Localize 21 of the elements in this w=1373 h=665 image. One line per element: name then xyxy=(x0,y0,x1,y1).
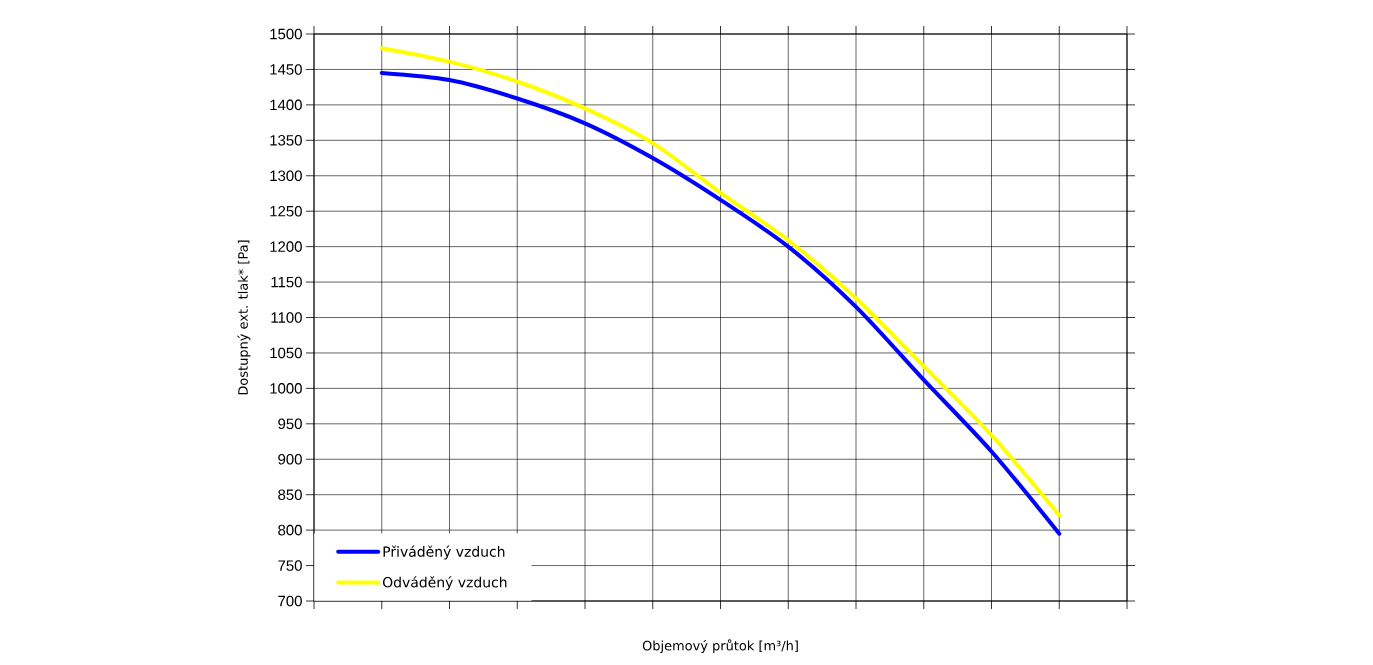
y-tick-label: 1200 xyxy=(270,241,302,252)
y-tick-label: 1000 xyxy=(270,383,302,394)
y-tick-label: 1400 xyxy=(270,99,302,111)
y-tick-label: 950 xyxy=(278,418,302,430)
legend-label: Přiváděný vzduch xyxy=(383,545,505,560)
y-tick-label: 1100 xyxy=(271,312,302,323)
y-tick-label: 1300 xyxy=(270,170,302,182)
y-tick-label: 750 xyxy=(278,560,302,571)
legend-label: Odváděný vzduch xyxy=(382,576,507,591)
y-tick-label: 1450 xyxy=(270,64,302,75)
y-tick-label: 1500 xyxy=(270,28,302,40)
y-tick-label: 1350 xyxy=(270,135,302,146)
x-axis-title: Objemový průtok [m³/h] xyxy=(642,639,798,654)
y-tick-label: 700 xyxy=(278,595,302,607)
y-tick-label: 1150 xyxy=(271,276,302,288)
y-tick-label: 800 xyxy=(278,524,302,536)
y-axis-title: Dostupný ext. tlak* [Pa] xyxy=(237,240,251,395)
y-tick-label: 1250 xyxy=(270,205,302,217)
y-tick-label: 850 xyxy=(278,489,302,500)
y-tick-label: 900 xyxy=(278,453,302,465)
y-tick-label: 1050 xyxy=(270,347,302,359)
